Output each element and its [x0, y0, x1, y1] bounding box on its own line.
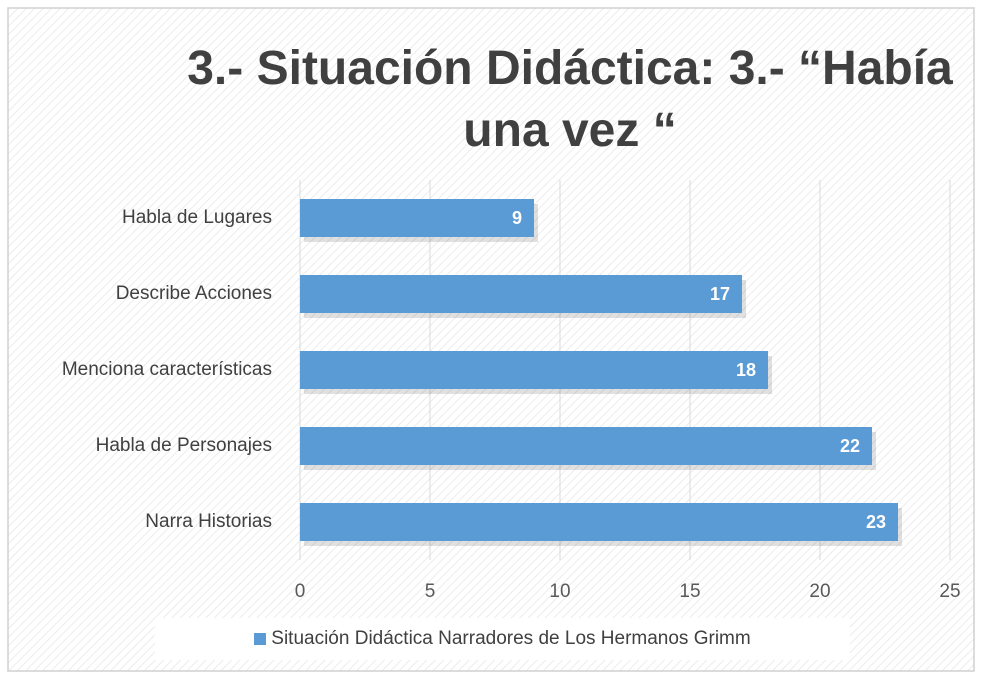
x-tick-label: 25: [939, 581, 960, 602]
bar: [300, 351, 768, 389]
data-label: 9: [512, 208, 522, 228]
data-label: 23: [866, 512, 886, 532]
data-label: 17: [710, 284, 730, 304]
y-tick-label: Describe Acciones: [116, 283, 272, 304]
data-label: 18: [736, 360, 756, 380]
y-tick-label: Habla de Personajes: [96, 435, 272, 456]
bar: [300, 503, 898, 541]
chart-title: 3.- Situación Didáctica: 3.- “Había una …: [187, 42, 953, 157]
legend-swatch: [254, 633, 267, 645]
x-tick-label: 20: [809, 581, 830, 602]
bar: [300, 427, 872, 465]
y-tick-label: Narra Historias: [145, 511, 272, 532]
x-tick-label: 10: [549, 581, 570, 602]
legend-label: Situación Didáctica Narradores de Los He…: [271, 628, 751, 649]
y-tick-label: Habla de Lugares: [122, 207, 272, 228]
bar: [300, 275, 742, 313]
x-tick-label: 15: [679, 581, 700, 602]
y-tick-label: Menciona características: [62, 359, 272, 380]
x-tick-label: 5: [425, 581, 436, 602]
bar: [300, 199, 534, 237]
legend: Situación Didáctica Narradores de Los He…: [155, 618, 850, 660]
data-label: 22: [840, 436, 860, 456]
x-tick-label: 0: [295, 581, 306, 602]
chart-background: [7, 7, 975, 672]
